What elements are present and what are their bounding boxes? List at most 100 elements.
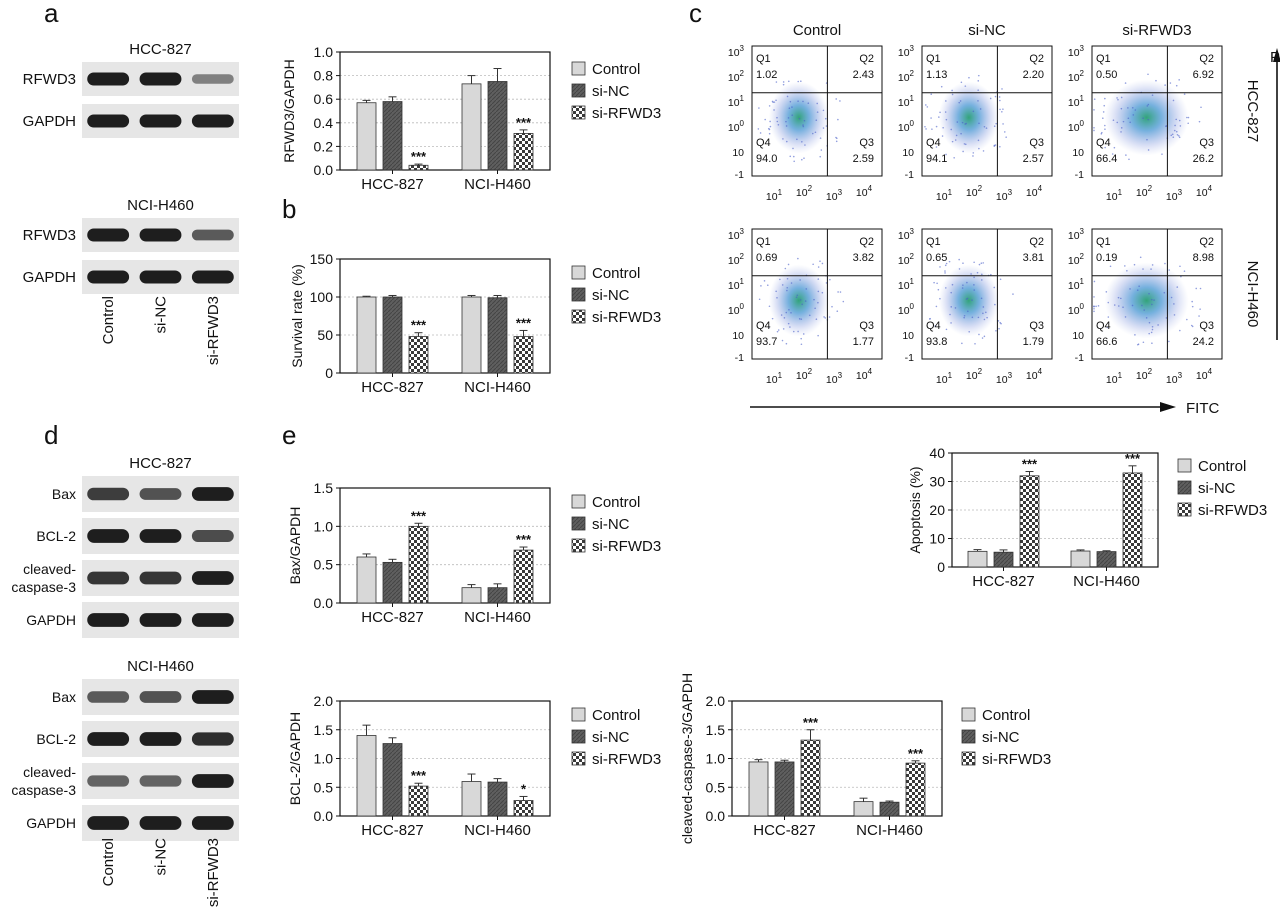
blot-band — [87, 487, 130, 501]
y-tick-label: 101 — [1068, 277, 1085, 292]
y-tick-label: 10 — [1072, 330, 1084, 342]
x-tick-label: NCI-H460 — [464, 609, 531, 626]
flow-event-dot — [1002, 123, 1004, 125]
flow-event-dot — [817, 278, 820, 280]
flow-plot: Q10.69Q23.82Q31.77Q493.710310210110010-1… — [728, 227, 883, 386]
flow-event-dot — [1178, 79, 1180, 81]
flow-event-dot — [999, 145, 1001, 148]
flow-event-dot — [1093, 280, 1096, 283]
flow-event-dot — [935, 146, 938, 148]
flow-event-dot — [786, 289, 788, 292]
flow-event-dot — [925, 104, 927, 106]
flow-event-dot — [791, 114, 794, 116]
plot-frame — [731, 700, 943, 817]
flow-event-dot — [781, 284, 784, 286]
flow-event-dot — [1175, 84, 1178, 87]
flow-event-dot — [1173, 303, 1175, 305]
pi-arrow-head — [1273, 48, 1280, 62]
flow-event-dot — [955, 134, 958, 137]
x-tick-exponent: 1 — [948, 188, 953, 197]
flow-event-dot — [763, 280, 766, 282]
legend-label: si-NC — [592, 516, 630, 533]
flow-event-dot — [785, 311, 788, 314]
flow-event-dot — [972, 110, 975, 113]
flow-event-dot — [950, 322, 952, 324]
quadrant-name: Q1 — [756, 236, 771, 248]
y-tick-label: 10 — [902, 147, 914, 159]
flow-event-dot — [939, 266, 941, 268]
x-tick-label: 103 — [826, 371, 843, 386]
y-axis-label: RFWD3/GAPDH — [281, 59, 297, 162]
y-tick-label: 0.5 — [314, 557, 334, 573]
flow-event-dot — [835, 137, 838, 140]
flow-event-dot — [981, 273, 983, 276]
quadrant-value: 1.02 — [756, 69, 777, 81]
flow-event-dot — [982, 306, 985, 308]
fitc-axis-label: FITC — [1186, 400, 1219, 417]
flow-event-dot — [1122, 306, 1124, 309]
flow-event-dot — [973, 284, 975, 286]
quadrant-value: 3.81 — [1023, 252, 1044, 264]
legend-swatch — [571, 287, 586, 302]
flow-event-dot — [935, 125, 938, 128]
flow-event-dot — [1095, 305, 1097, 308]
flow-event-dot — [951, 140, 954, 143]
bar — [774, 761, 795, 817]
flow-event-dot — [1147, 149, 1150, 151]
flow-event-dot — [1164, 262, 1166, 265]
flow-event-dot — [821, 262, 824, 265]
blot-row-label: caspase-3 — [11, 782, 76, 798]
flow-event-dot — [758, 107, 760, 109]
flow-event-dot — [978, 147, 980, 150]
flow-event-dot — [986, 316, 988, 319]
flow-event-dot — [962, 150, 964, 153]
flow-event-dot — [1179, 265, 1181, 268]
flow-event-dot — [945, 118, 948, 121]
flow-event-dot — [980, 297, 983, 300]
blot-band — [191, 114, 234, 128]
y-tick-label: 40 — [929, 445, 945, 461]
flow-event-dot — [1136, 343, 1139, 346]
flow-density-cloud — [768, 81, 829, 154]
flow-event-dot — [1146, 105, 1149, 107]
blot-band — [191, 270, 234, 284]
flow-event-dot — [1112, 119, 1115, 121]
x-tick-label: 102 — [796, 184, 813, 199]
flow-event-dot — [965, 298, 968, 300]
bar — [853, 801, 874, 817]
flow-event-dot — [973, 289, 976, 291]
quadrant-name: Q4 — [926, 320, 941, 332]
flow-event-dot — [796, 294, 799, 297]
flow-event-dot — [787, 263, 790, 266]
significance-label: *** — [411, 318, 427, 333]
bar — [461, 781, 482, 817]
bar — [487, 587, 508, 604]
flow-event-dot — [1125, 154, 1127, 156]
flow-event-dot — [1113, 304, 1116, 306]
blot-row-label: GAPDH — [23, 113, 76, 130]
significance-label: *** — [803, 715, 819, 730]
y-tick-exponent: 3 — [740, 44, 745, 53]
flow-event-dot — [789, 155, 792, 158]
flow-event-dot — [997, 320, 1000, 322]
x-tick-label: NCI-H460 — [1073, 573, 1140, 590]
blot-band — [191, 732, 234, 746]
flow-event-dot — [837, 291, 839, 293]
y-tick-exponent: 0 — [740, 302, 745, 311]
legend-label: Control — [592, 61, 640, 78]
flow-event-dot — [798, 318, 801, 320]
flow-event-dot — [1003, 131, 1006, 133]
blot-d-lane-labels: Control si-NC si-RFWD3 — [100, 838, 222, 907]
flow-column-title: si-RFWD3 — [1122, 22, 1191, 39]
blot-band — [191, 690, 234, 704]
flow-event-dot — [829, 278, 831, 281]
flow-event-dot — [797, 80, 800, 83]
flow-plot: Q11.13Q22.20Q32.57Q494.110310210110010-1… — [898, 44, 1053, 203]
flow-event-dot — [828, 316, 831, 318]
blot-band — [87, 72, 130, 86]
blot-band — [87, 691, 130, 703]
legend-swatch — [571, 538, 586, 553]
flow-event-dot — [775, 99, 777, 102]
flow-event-dot — [1126, 270, 1128, 272]
flow-event-dot — [1128, 158, 1130, 161]
